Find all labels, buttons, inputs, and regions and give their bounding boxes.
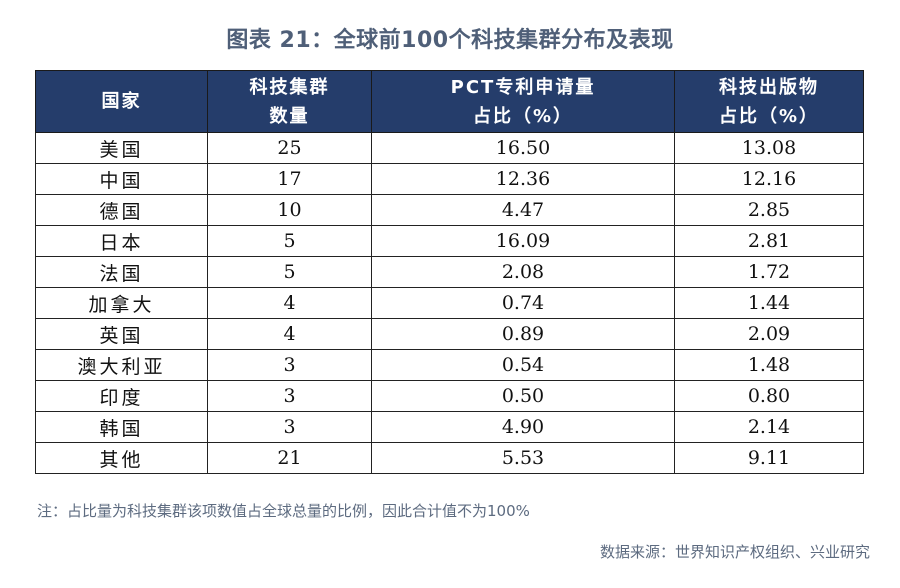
pct-share-cell: 16.50: [371, 132, 675, 164]
publication-share-cell: 2.09: [674, 318, 864, 350]
data-source: 数据来源：世界知识产权组织、兴业研究: [599, 543, 870, 561]
cluster-table: 国家 科技集群 数量 PCT专利申请量 占比（%） 科技出版物 占比（%） 美国: [35, 70, 864, 474]
country-cell: 澳大利亚: [35, 349, 208, 381]
header-publication-share-line2: 占比（%）: [718, 105, 820, 127]
publication-share-cell: 9.11: [674, 442, 864, 474]
pct-share-cell: 0.54: [371, 349, 675, 381]
cluster-count-cell: 3: [207, 349, 372, 381]
header-country-line1: 国家: [101, 91, 142, 112]
header-country: 国家: [35, 70, 208, 133]
country-cell: 其他: [35, 442, 208, 474]
cluster-count-cell: 5: [207, 256, 372, 288]
header-cluster-count-line1: 科技集群: [249, 76, 330, 98]
table-row: 美国 25 16.50 13.08: [35, 132, 864, 164]
cluster-count-cell: 21: [207, 442, 372, 474]
pct-share-cell: 0.74: [371, 287, 675, 319]
header-pct-share-line2: 占比（%）: [472, 105, 574, 127]
pct-share-cell: 0.50: [371, 380, 675, 412]
header-cluster-count: 科技集群 数量: [207, 70, 372, 133]
header-publication-share: 科技出版物 占比（%）: [674, 70, 864, 133]
cluster-count-cell: 17: [207, 163, 372, 195]
table-row: 加拿大 4 0.74 1.44: [35, 287, 864, 319]
header-cluster-count-line2: 数量: [269, 105, 310, 127]
publication-share-cell: 0.80: [674, 380, 864, 412]
table-header: 国家 科技集群 数量 PCT专利申请量 占比（%） 科技出版物 占比（%）: [35, 70, 864, 133]
table-row: 法国 5 2.08 1.72: [35, 256, 864, 288]
country-cell: 印度: [35, 380, 208, 412]
publication-share-cell: 2.85: [674, 194, 864, 226]
cluster-count-cell: 4: [207, 318, 372, 350]
table-body: 美国 25 16.50 13.08 中国 17 12.36 12.16 德国 1…: [35, 132, 864, 474]
pct-share-cell: 5.53: [371, 442, 675, 474]
cluster-count-cell: 4: [207, 287, 372, 319]
table-row: 英国 4 0.89 2.09: [35, 318, 864, 350]
pct-share-cell: 4.47: [371, 194, 675, 226]
header-publication-share-line1: 科技出版物: [719, 76, 819, 98]
publication-share-cell: 12.16: [674, 163, 864, 195]
pct-share-cell: 2.08: [371, 256, 675, 288]
table-row: 其他 21 5.53 9.11: [35, 442, 864, 474]
pct-share-cell: 16.09: [371, 225, 675, 257]
country-cell: 韩国: [35, 411, 208, 443]
country-cell: 日本: [35, 225, 208, 257]
country-cell: 德国: [35, 194, 208, 226]
header-pct-share-line1: PCT专利申请量: [450, 76, 596, 98]
publication-share-cell: 2.14: [674, 411, 864, 443]
cluster-count-cell: 25: [207, 132, 372, 164]
country-cell: 加拿大: [35, 287, 208, 319]
country-cell: 美国: [35, 132, 208, 164]
table-row: 德国 10 4.47 2.85: [35, 194, 864, 226]
figure-title: 图表 21：全球前100个科技集群分布及表现: [226, 28, 674, 53]
table-row: 韩国 3 4.90 2.14: [35, 411, 864, 443]
country-cell: 英国: [35, 318, 208, 350]
publication-share-cell: 1.72: [674, 256, 864, 288]
pct-share-cell: 12.36: [371, 163, 675, 195]
publication-share-cell: 1.48: [674, 349, 864, 381]
header-pct-share: PCT专利申请量 占比（%）: [371, 70, 675, 133]
table-row: 印度 3 0.50 0.80: [35, 380, 864, 412]
cluster-count-cell: 3: [207, 411, 372, 443]
table-row: 澳大利亚 3 0.54 1.48: [35, 349, 864, 381]
table-row: 日本 5 16.09 2.81: [35, 225, 864, 257]
header-row: 国家 科技集群 数量 PCT专利申请量 占比（%） 科技出版物 占比（%）: [35, 70, 864, 133]
cluster-count-cell: 5: [207, 225, 372, 257]
cluster-count-cell: 10: [207, 194, 372, 226]
publication-share-cell: 1.44: [674, 287, 864, 319]
table-row: 中国 17 12.36 12.16: [35, 163, 864, 195]
publication-share-cell: 2.81: [674, 225, 864, 257]
pct-share-cell: 4.90: [371, 411, 675, 443]
pct-share-cell: 0.89: [371, 318, 675, 350]
country-cell: 中国: [35, 163, 208, 195]
country-cell: 法国: [35, 256, 208, 288]
cluster-count-cell: 3: [207, 380, 372, 412]
footnote: 注：占比量为科技集群该项数值占全球总量的比例，因此合计值不为100%: [37, 502, 530, 520]
publication-share-cell: 13.08: [674, 132, 864, 164]
